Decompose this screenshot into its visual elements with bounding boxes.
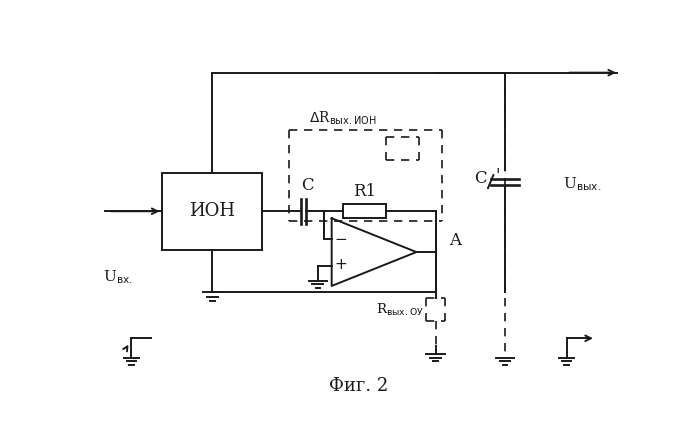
- Bar: [343, 204, 386, 218]
- Text: A: A: [449, 232, 461, 249]
- Text: $\Delta$R$_{\rm вых. ИОН}$: $\Delta$R$_{\rm вых. ИОН}$: [310, 109, 377, 126]
- Text: C: C: [474, 170, 487, 186]
- Text: R$_{\rm вых. ОУ}$: R$_{\rm вых. ОУ}$: [376, 302, 424, 318]
- Text: C: C: [301, 177, 313, 194]
- Text: ИОН: ИОН: [189, 202, 236, 220]
- Text: −: −: [335, 232, 347, 247]
- Text: ': ': [495, 166, 499, 183]
- Text: Фиг. 2: Фиг. 2: [329, 377, 388, 395]
- Text: +: +: [335, 257, 347, 272]
- Text: U$_{\rm вх.}$: U$_{\rm вх.}$: [103, 268, 133, 286]
- Bar: [162, 173, 262, 250]
- Text: U$_{\rm вых.}$: U$_{\rm вых.}$: [563, 175, 601, 193]
- Text: R1: R1: [353, 183, 376, 200]
